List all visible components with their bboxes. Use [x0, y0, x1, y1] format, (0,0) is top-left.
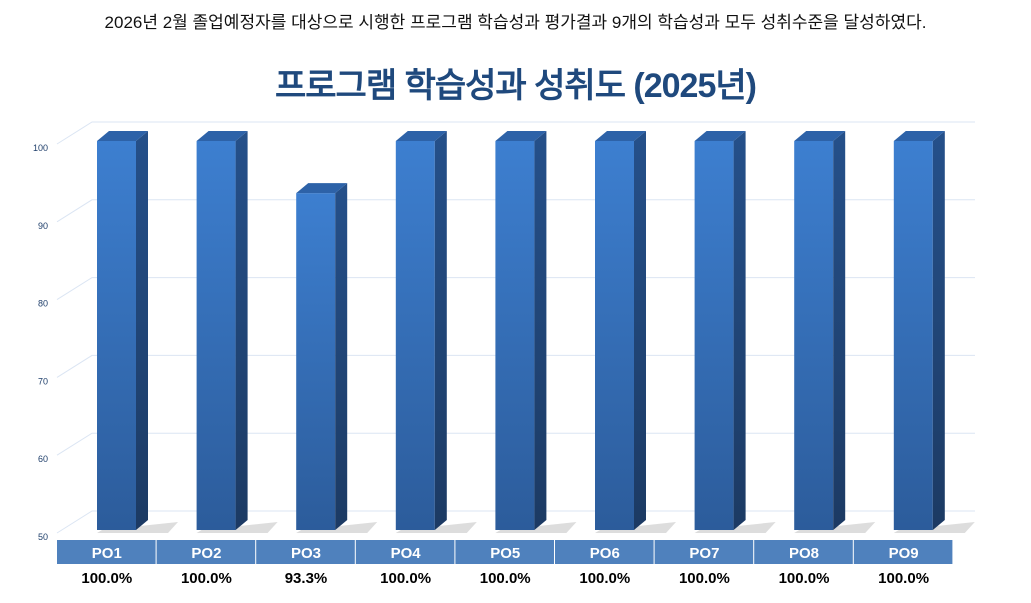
- bar-side: [335, 183, 348, 530]
- bar-top: [595, 131, 646, 141]
- bar-side: [733, 131, 746, 530]
- bar-front: [794, 141, 834, 530]
- category-cell: [555, 540, 654, 564]
- value-label: 100.0%: [878, 570, 929, 587]
- bar-side: [932, 131, 945, 530]
- value-label: 100.0%: [480, 570, 531, 587]
- chart-title: 프로그램 학습성과 성취도 (2025년): [275, 67, 757, 105]
- bar-top: [495, 131, 547, 141]
- bar-front: [893, 141, 933, 530]
- value-label: 100.0%: [81, 570, 132, 587]
- category-label: PO5: [490, 545, 520, 562]
- value-label: 100.0%: [679, 570, 730, 587]
- category-cell: [455, 540, 554, 564]
- category-label: PO9: [889, 545, 919, 562]
- bar-top: [296, 183, 348, 194]
- value-label: 100.0%: [380, 570, 431, 587]
- y-tick-label: 80: [38, 299, 48, 309]
- summary-note: 2026년 2월 졸업예정자를 대상으로 시행한 프로그램 학습성과 평가결과 …: [104, 13, 927, 32]
- gridline: [56, 510, 975, 534]
- category-label: PO4: [391, 545, 422, 562]
- bar-front: [196, 141, 236, 530]
- gridline: [56, 121, 975, 145]
- bar-front: [296, 193, 336, 530]
- bar-side: [534, 131, 547, 530]
- category-cell: [853, 540, 953, 564]
- category-label: PO6: [590, 545, 620, 562]
- y-tick-label: 90: [38, 221, 48, 231]
- category-label: PO7: [689, 545, 719, 562]
- value-label: 100.0%: [779, 570, 830, 587]
- category-label: PO2: [191, 545, 221, 562]
- bar-top: [97, 131, 148, 141]
- category-cell: [355, 540, 455, 564]
- category-label: PO1: [92, 545, 122, 562]
- value-label: 100.0%: [579, 570, 630, 587]
- category-cell: [57, 540, 156, 564]
- bar-top: [794, 131, 846, 141]
- bar-side: [434, 131, 447, 530]
- bar-side: [136, 131, 148, 530]
- bar-front: [495, 141, 535, 530]
- gridline: [56, 199, 975, 223]
- bar-top: [694, 131, 746, 141]
- bar-front: [97, 141, 136, 530]
- category-label: PO8: [789, 545, 819, 562]
- y-tick-label: 60: [38, 454, 48, 464]
- bar-front: [694, 141, 734, 530]
- bar-side: [833, 131, 846, 530]
- category-cell: [654, 540, 754, 564]
- bar-top: [893, 131, 945, 141]
- bar-top: [196, 131, 248, 141]
- gridline: [56, 354, 975, 378]
- gridline: [56, 432, 975, 456]
- bar-top: [395, 131, 447, 141]
- value-label: 93.3%: [285, 570, 328, 587]
- y-tick-label: 50: [38, 532, 48, 542]
- category-label: PO3: [291, 545, 321, 562]
- category-cell: [256, 540, 355, 564]
- gridline: [56, 277, 975, 301]
- bar-side: [634, 131, 646, 530]
- bar-front: [595, 141, 634, 530]
- y-tick-label: 70: [38, 376, 48, 386]
- bar-side: [235, 131, 248, 530]
- category-cell: [754, 540, 853, 564]
- y-tick-label: 100: [33, 143, 48, 153]
- bar-front: [395, 141, 435, 530]
- category-cell: [156, 540, 256, 564]
- value-label: 100.0%: [181, 570, 232, 587]
